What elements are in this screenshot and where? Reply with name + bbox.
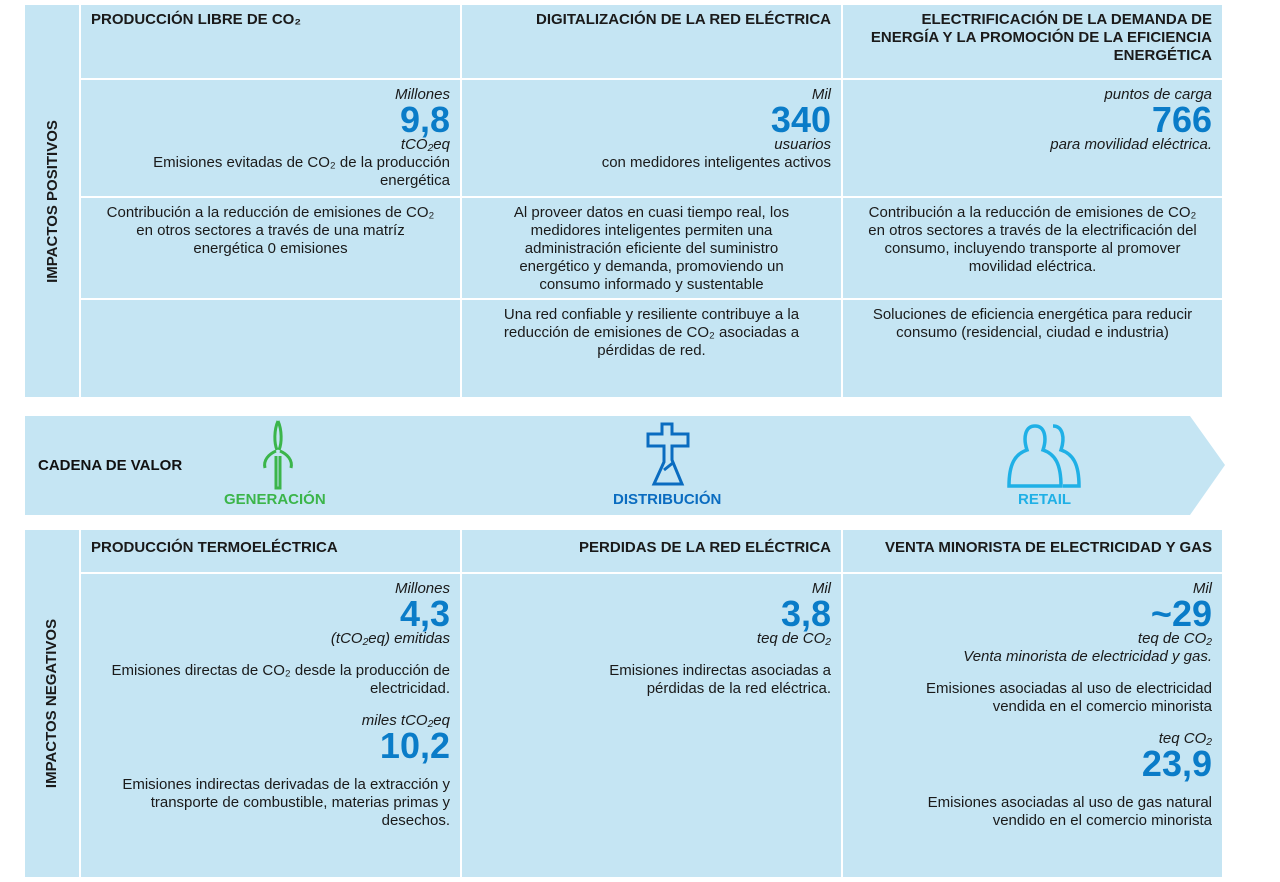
header-retail-sales: VENTA MINORISTA DE ELECTRICIDAD Y GAS — [843, 530, 1222, 572]
customers-icon — [1007, 424, 1081, 488]
metric-value: 23,9 — [1141, 743, 1212, 784]
unit-top: teq CO₂ — [1158, 730, 1212, 747]
stage-distribucion: DISTRIBUCIÓN — [613, 491, 722, 508]
impact-text: Al proveer datos en cuasi tiempo real, l… — [462, 198, 841, 298]
metric-desc: Emisiones asociadas al uso de electricid… — [926, 680, 1212, 715]
unit-bottom: teq de CO₂ — [756, 630, 831, 647]
value-chain-label: CADENA DE VALOR — [38, 457, 183, 474]
metric-cell: puntos de carga 766 para movilidad eléct… — [843, 80, 1222, 196]
side-label-text: IMPACTOS NEGATIVOS — [43, 618, 61, 789]
metric-cell: Mil 3,8 teq de CO₂ Emisiones indirectas … — [462, 574, 841, 877]
unit-bottom-2: Venta minorista de electricidad y gas. — [963, 648, 1212, 665]
header-thermo: PRODUCCIÓN TERMOELÉCTRICA — [81, 530, 460, 572]
metric-value: 10,2 — [379, 725, 450, 766]
unit-bottom: usuarios — [774, 136, 831, 153]
metric-desc: Emisiones directas de CO₂ desde la produ… — [111, 662, 450, 697]
unit-top: Mil — [1192, 580, 1212, 597]
impact-text-empty — [81, 300, 460, 397]
impact-text: Contribución a la reducción de emisiones… — [81, 198, 460, 298]
unit-top: miles tCO₂eq — [361, 712, 450, 729]
metric-value: 3,8 — [780, 593, 831, 634]
header-co2-free: PRODUCCIÓN LIBRE DE CO₂ — [81, 5, 460, 78]
metric-cell: Millones 4,3 (tCO₂eq) emitidas Emisiones… — [81, 574, 460, 877]
unit-bottom: tCO₂eq — [400, 136, 450, 153]
metric-cell: Mil 340 usuarios con medidores inteligen… — [462, 80, 841, 196]
unit-top: Mil — [811, 580, 831, 597]
value-chain-band: CADENA DE VALOR GENERACIÓN DISTRIBUCIÓN … — [25, 416, 1225, 515]
header-digitalization: DIGITALIZACIÓN DE LA RED ELÉCTRICA — [462, 5, 841, 78]
arrow-shape — [25, 416, 1225, 515]
power-pole-icon — [646, 422, 690, 486]
metric-desc: Emisiones evitadas de CO₂ de la producci… — [153, 154, 450, 189]
impact-text: Una red confiable y resiliente contribuy… — [462, 300, 841, 397]
metric-desc: con medidores inteligentes activos — [601, 154, 831, 171]
metric-cell: Mil ~29 teq de CO₂ Venta minorista de el… — [843, 574, 1222, 877]
positive-impacts-label: IMPACTOS POSITIVOS — [25, 5, 79, 397]
wind-turbine-icon — [263, 420, 293, 490]
impact-text: Contribución a la reducción de emisiones… — [843, 198, 1222, 298]
unit-top: Millones — [394, 86, 450, 103]
header-grid-losses: PERDIDAS DE LA RED ELÉCTRICA — [462, 530, 841, 572]
impact-text: Soluciones de eficiencia energética para… — [843, 300, 1222, 397]
metric-value: ~29 — [1150, 593, 1212, 634]
metric-value: 340 — [770, 99, 831, 140]
metric-value: 766 — [1151, 99, 1212, 140]
unit-bottom: teq de CO₂ — [1137, 630, 1212, 647]
unit-top: Mil — [811, 86, 831, 103]
metric-desc: Emisiones indirectas asociadas a pérdida… — [609, 662, 831, 697]
metric-value: 9,8 — [399, 99, 450, 140]
negative-impacts-label: IMPACTOS NEGATIVOS — [25, 530, 79, 877]
side-label-text: IMPACTOS POSITIVOS — [43, 119, 61, 283]
header-electrification: ELECTRIFICACIÓN DE LA DEMANDA DE ENERGÍA… — [843, 5, 1222, 78]
metric-value: 4,3 — [399, 593, 450, 634]
unit-top: Millones — [394, 580, 450, 597]
metric-desc: Emisiones indirectas derivadas de la ext… — [122, 776, 450, 829]
stage-retail: RETAIL — [1018, 491, 1072, 508]
metric-cell: Millones 9,8 tCO₂eq Emisiones evitadas d… — [81, 80, 460, 196]
unit-top: puntos de carga — [1104, 86, 1212, 103]
unit-bottom: para movilidad eléctrica. — [1050, 136, 1212, 153]
stage-generacion: GENERACIÓN — [224, 491, 326, 508]
unit-bottom: (tCO₂eq) emitidas — [330, 630, 450, 647]
metric-desc: Emisiones asociadas al uso de gas natura… — [927, 794, 1212, 829]
